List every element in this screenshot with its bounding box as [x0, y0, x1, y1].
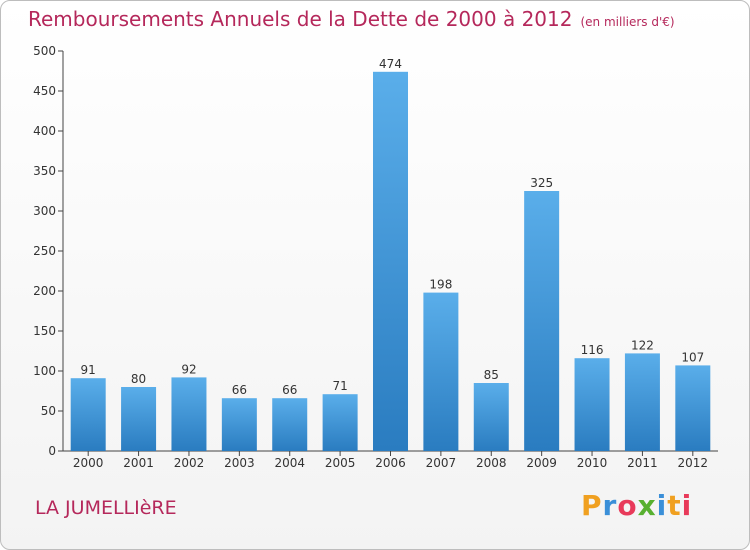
y-tick-label: 150 — [33, 324, 56, 338]
data-label: 66 — [282, 383, 297, 397]
x-tick-label: 2001 — [123, 456, 154, 470]
y-tick-label: 500 — [33, 44, 56, 58]
logo-letter: i — [656, 489, 668, 522]
x-tick-label: 2012 — [678, 456, 709, 470]
logo-letter: x — [637, 489, 657, 522]
x-tick-label: 2006 — [375, 456, 406, 470]
bar-2012 — [675, 365, 711, 451]
x-tick-label: 2000 — [73, 456, 104, 470]
bar-2007 — [423, 292, 459, 451]
y-tick-label: 350 — [33, 164, 56, 178]
x-tick-label: 2003 — [224, 456, 255, 470]
x-tick-label: 2010 — [577, 456, 608, 470]
bar-2000 — [70, 378, 106, 451]
data-label: 71 — [332, 379, 347, 393]
y-tick-label: 250 — [33, 244, 56, 258]
commune-name: LA JUMELLIèRE — [35, 497, 177, 519]
x-tick-label: 2004 — [274, 456, 305, 470]
chart-title-text: Remboursements Annuels de la Dette de 20… — [28, 7, 573, 31]
data-label: 91 — [81, 363, 96, 377]
data-label: 198 — [429, 278, 452, 292]
bar-2005 — [322, 394, 358, 451]
bars: 91 80 92 66 66 71 474 198 85 325 116 122 107 — [70, 57, 711, 452]
bar-2002 — [171, 377, 207, 451]
bar-2009 — [524, 191, 560, 451]
y-tick-label: 450 — [33, 84, 56, 98]
y-tick-label: 200 — [33, 284, 56, 298]
data-label: 66 — [232, 383, 247, 397]
bar-2006 — [373, 71, 408, 452]
logo-letter: o — [617, 489, 638, 522]
y-tick-label: 50 — [41, 404, 56, 418]
bar-2003 — [221, 398, 257, 451]
data-label: 325 — [530, 176, 553, 190]
y-tick-label: 400 — [33, 124, 56, 138]
x-tick-label: 2007 — [426, 456, 457, 470]
proxiti-logo: Proxiti — [581, 489, 692, 522]
y-tick-label: 100 — [33, 364, 56, 378]
data-label: 92 — [181, 362, 196, 376]
data-label: 107 — [681, 350, 704, 364]
bar-2004 — [272, 398, 308, 451]
x-tick-label: 2005 — [325, 456, 356, 470]
chart-unit: (en milliers d'€) — [580, 15, 675, 29]
y-tick-label: 300 — [33, 204, 56, 218]
logo-letter: i — [681, 489, 693, 522]
chart-title: Remboursements Annuels de la Dette de 20… — [28, 7, 675, 31]
x-tick-label: 2008 — [476, 456, 507, 470]
bar-2001 — [121, 387, 157, 451]
bar-2011 — [624, 353, 660, 451]
data-label: 80 — [131, 372, 146, 386]
data-label: 116 — [581, 343, 604, 357]
logo-letter: t — [667, 489, 682, 522]
logo-letter: P — [581, 489, 603, 522]
x-tick-label: 2011 — [627, 456, 658, 470]
data-label: 122 — [631, 338, 654, 352]
data-label: 85 — [484, 368, 499, 382]
bar-2010 — [574, 358, 610, 451]
bar-2008 — [473, 383, 509, 451]
x-tick-label: 2002 — [174, 456, 205, 470]
logo-letter: r — [602, 489, 618, 522]
data-label: 474 — [379, 57, 402, 71]
y-tick-label: 0 — [48, 444, 56, 458]
x-tick-label: 2009 — [526, 456, 557, 470]
axes: 0 50 100 150 200 250 300 350 400 450 500 2000 2001 20… — [33, 44, 718, 470]
